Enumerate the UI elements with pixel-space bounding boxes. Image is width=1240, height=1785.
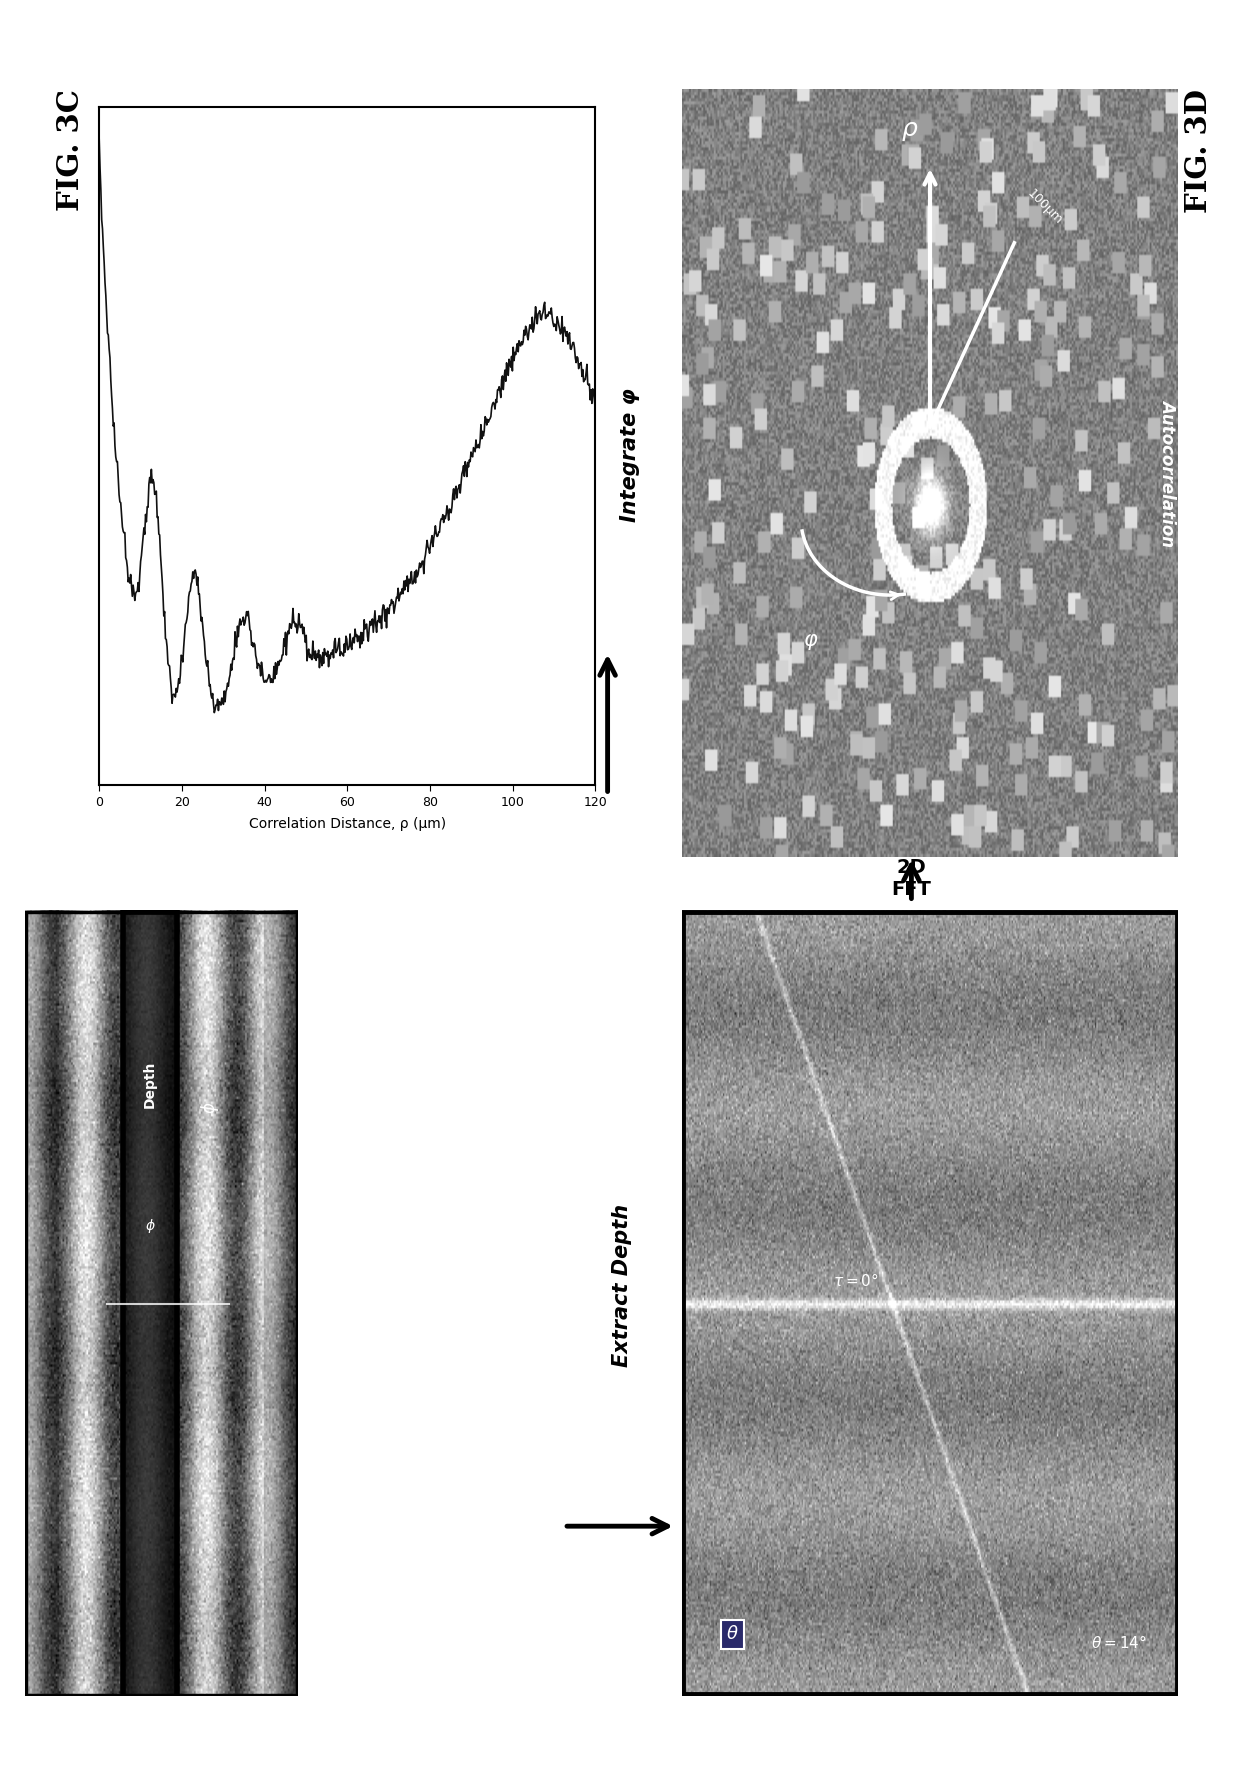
Text: 2D
FFT: 2D FFT bbox=[892, 859, 931, 898]
Text: Depth: Depth bbox=[143, 1060, 157, 1108]
Text: Extract Depth: Extract Depth bbox=[613, 1203, 632, 1367]
Text: $\varphi$: $\varphi$ bbox=[804, 632, 818, 652]
X-axis label: Correlation Distance, ρ (μm): Correlation Distance, ρ (μm) bbox=[249, 818, 445, 832]
Text: $\theta$: $\theta$ bbox=[725, 1624, 739, 1644]
Text: $\phi$: $\phi$ bbox=[200, 1101, 221, 1114]
Text: Integrate φ: Integrate φ bbox=[620, 387, 640, 521]
Text: $\theta=14°$: $\theta=14°$ bbox=[1091, 1633, 1147, 1651]
Text: FIG. 3C: FIG. 3C bbox=[56, 89, 84, 211]
Text: Autocorrelation: Autocorrelation bbox=[1159, 400, 1177, 546]
Text: FIG. 3D: FIG. 3D bbox=[1184, 89, 1213, 212]
Text: 100μm: 100μm bbox=[1024, 187, 1064, 227]
Bar bbox=[123, 912, 177, 1698]
Bar bbox=[123, 912, 177, 1698]
Text: $\tau=0°$: $\tau=0°$ bbox=[833, 1273, 879, 1289]
Text: $\rho$: $\rho$ bbox=[901, 120, 919, 143]
Text: $\phi$: $\phi$ bbox=[145, 1217, 155, 1235]
